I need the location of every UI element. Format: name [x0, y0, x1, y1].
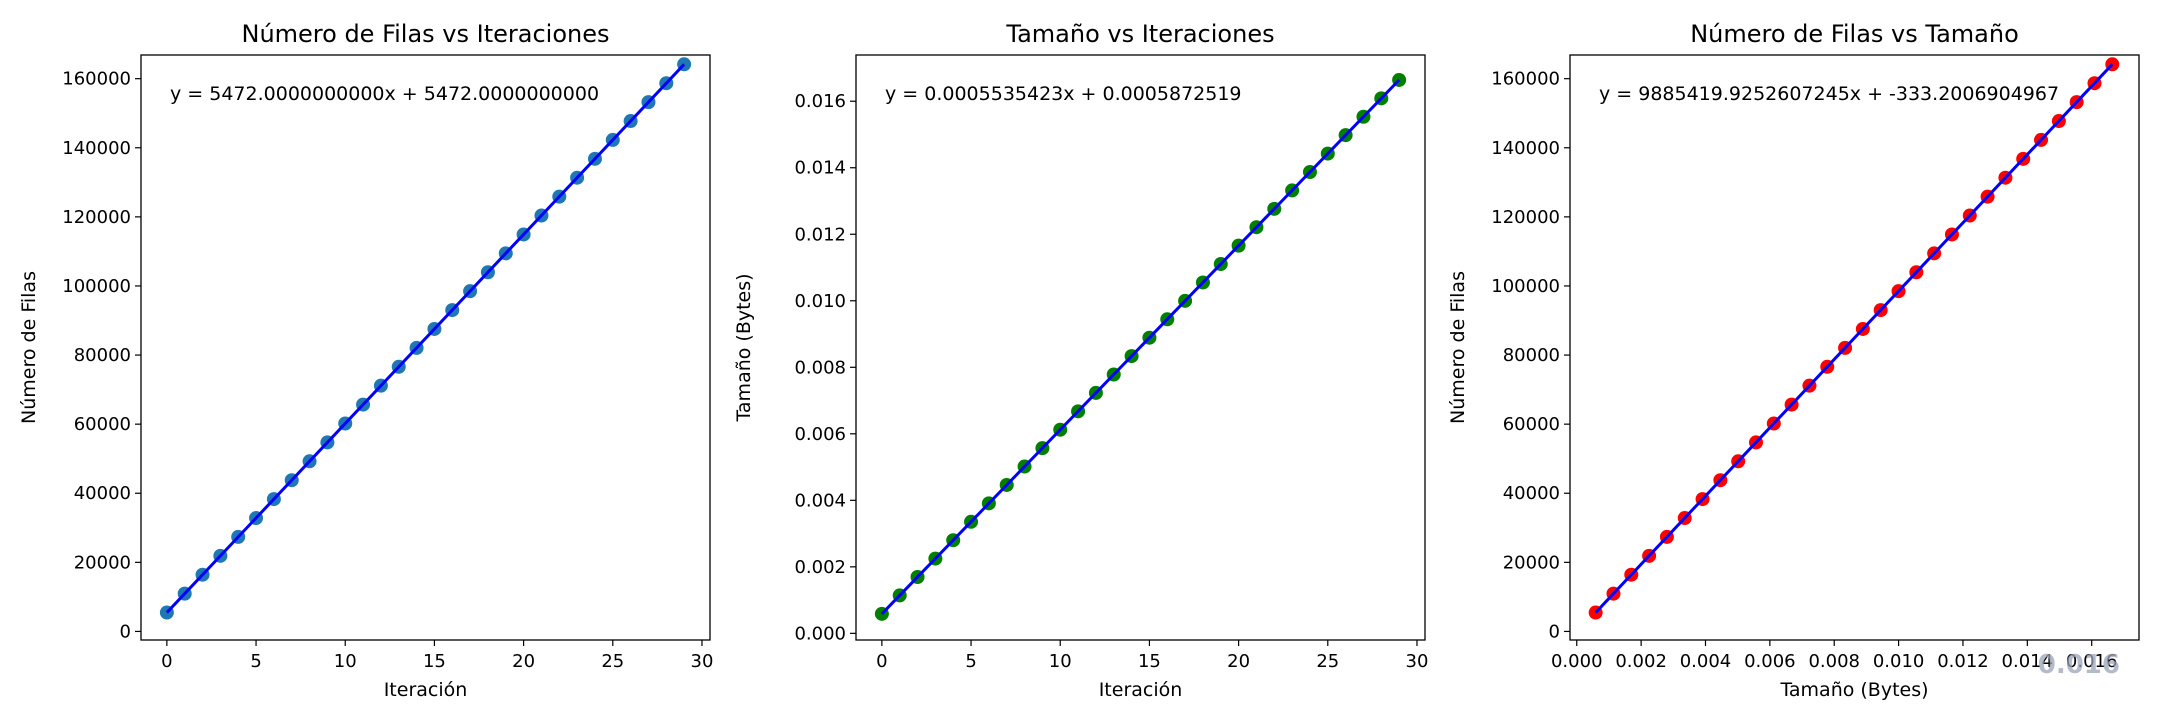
y-axis-label: Número de Filas	[18, 271, 40, 424]
axes-frame	[140, 54, 711, 641]
x-tick-label: 25	[601, 651, 624, 672]
x-tick-label: 5	[965, 651, 976, 672]
x-tick-label: 0.016	[2066, 651, 2118, 672]
x-tick-label: 0.002	[1615, 651, 1667, 672]
y-tick-label: 140000	[1491, 138, 1560, 159]
x-tick-label: 0.010	[1873, 651, 1925, 672]
y-tick-label: 0.004	[794, 490, 846, 511]
x-tick-label: 20	[512, 651, 535, 672]
x-tick-label: 25	[1316, 651, 1339, 672]
y-tick-label: 100000	[62, 276, 131, 297]
x-tick-label: 0.000	[1551, 651, 1603, 672]
chart-title: Número de Filas vs Tamaño	[1690, 20, 2019, 48]
x-axis-label: Iteración	[384, 679, 468, 701]
y-tick-label: 120000	[1491, 207, 1560, 228]
regression-equation: y = 5472.0000000000x + 5472.0000000000	[170, 83, 599, 105]
x-tick-label: 30	[691, 651, 714, 672]
y-tick-label: 0	[1549, 621, 1560, 642]
y-tick-label: 100000	[1491, 276, 1560, 297]
y-tick-label: 0.016	[794, 91, 846, 112]
y-tick-label: 160000	[1491, 69, 1560, 90]
y-tick-label: 80000	[74, 345, 131, 366]
x-axis-label: Iteración	[1099, 679, 1183, 701]
watermark-text: 0.016	[2038, 650, 2120, 680]
x-tick-label: 5	[250, 651, 261, 672]
regression-line	[165, 63, 686, 614]
y-tick-label: 60000	[1503, 414, 1560, 435]
y-tick-label: 0.000	[794, 623, 846, 644]
y-tick-label: 40000	[74, 483, 131, 504]
x-tick-label: 0.006	[1744, 651, 1796, 672]
x-tick-label: 20	[1227, 651, 1250, 672]
y-tick-label: 140000	[62, 138, 131, 159]
regression-equation: y = 9885419.9252607245x + -333.200690496…	[1599, 83, 2059, 105]
y-tick-label: 20000	[1503, 552, 1560, 573]
y-tick-label: 0.006	[794, 424, 846, 445]
axes-frame	[1569, 54, 2140, 641]
x-tick-label: 30	[1406, 651, 1429, 672]
y-tick-label: 80000	[1503, 345, 1560, 366]
y-tick-label: 120000	[62, 207, 131, 228]
y-tick-label: 0.014	[794, 158, 846, 179]
chart-panel-1: 0 5 10 15 20 25 30 0 20000 40000 60000 80000 100000 1…	[18, 20, 713, 701]
chart-title: Número de Filas vs Iteraciones	[241, 20, 609, 48]
x-tick-label: 0.012	[1937, 651, 1989, 672]
x-axis-label: Tamaño (Bytes)	[1779, 679, 1928, 701]
y-tick-label: 0.002	[794, 557, 846, 578]
x-tick-label: 0	[161, 651, 172, 672]
regression-line	[1594, 63, 2114, 614]
y-axis-label: Tamaño (Bytes)	[733, 273, 755, 422]
regression-equation: y = 0.0005535423x + 0.0005872519	[885, 83, 1242, 105]
y-axis-label: Número de Filas	[1447, 271, 1469, 424]
x-tick-label: 15	[423, 651, 446, 672]
y-tick-label: 160000	[62, 69, 131, 90]
x-tick-label: 15	[1138, 651, 1161, 672]
y-tick-label: 0	[120, 621, 131, 642]
chart-title: Tamaño vs Iteraciones	[1005, 20, 1274, 48]
regression-line	[880, 78, 1401, 615]
chart-panel-3: 0.000 0.002 0.004 0.006 0.008 0.010 0.012 0.014…	[1447, 20, 2140, 701]
y-tick-label: 40000	[1503, 483, 1560, 504]
axes-frame	[855, 54, 1426, 641]
x-tick-label: 0.004	[1680, 651, 1732, 672]
y-tick-label: 0.008	[794, 357, 846, 378]
x-tick-label: 10	[1049, 651, 1072, 672]
y-tick-label: 0.010	[794, 291, 846, 312]
x-tick-label: 0.014	[2002, 651, 2054, 672]
y-tick-label: 60000	[74, 414, 131, 435]
chart-panel-2: 0 5 10 15 20 25 30 0.000 0.002 0.004 0.006 0.008 0.0…	[733, 20, 1428, 701]
y-tick-label: 0.012	[794, 224, 846, 245]
x-tick-label: 0.008	[1808, 651, 1860, 672]
x-tick-label: 0	[876, 651, 887, 672]
x-tick-label: 10	[334, 651, 357, 672]
y-tick-label: 20000	[74, 552, 131, 573]
